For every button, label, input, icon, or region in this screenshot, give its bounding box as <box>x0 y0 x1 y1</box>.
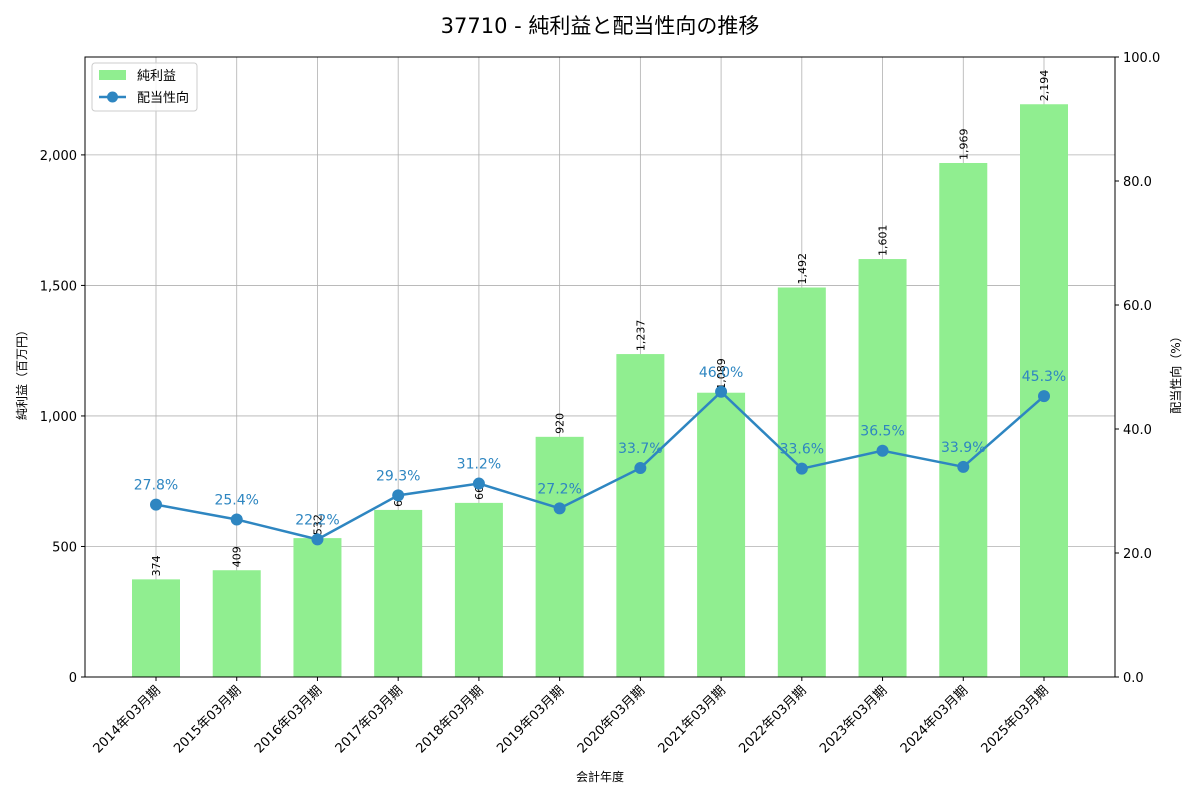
bar <box>212 570 261 677</box>
bar-value-label: 2,194 <box>1038 70 1051 102</box>
line-marker <box>634 462 647 475</box>
left-tick-label: 1,500 <box>40 279 77 294</box>
left-tick-label: 0 <box>69 671 77 686</box>
bar-value-label: 1,237 <box>634 320 647 352</box>
right-tick-label: 100.0 <box>1123 51 1160 66</box>
bar-value-label: 374 <box>150 555 163 576</box>
line-marker <box>150 498 162 511</box>
right-tick-label: 20.0 <box>1123 547 1152 562</box>
point-value-label: 27.2% <box>537 481 581 497</box>
bar-value-label: 66 <box>473 486 486 500</box>
line-marker <box>715 385 728 398</box>
x-tick-label: 2017年03月期 <box>333 683 406 756</box>
line-marker <box>472 477 485 490</box>
bar-value-label: 1,492 <box>796 253 809 285</box>
legend-bar-swatch <box>99 70 126 80</box>
bar <box>777 287 826 677</box>
line-marker <box>230 513 243 526</box>
bar <box>132 579 180 677</box>
point-value-label: 33.7% <box>618 441 662 457</box>
bar <box>454 502 503 677</box>
right-y-axis-label: 配当性向（%） <box>1168 330 1183 413</box>
point-value-label: 33.9% <box>941 440 985 456</box>
bar-value-label: 532 <box>311 514 324 535</box>
bar <box>858 259 907 677</box>
payout-ratio-line <box>155 390 1045 541</box>
point-value-label: 27.8% <box>134 478 178 494</box>
point-value-label: 22.2% <box>295 512 339 528</box>
line-marker <box>957 460 970 473</box>
legend-label-payout-ratio: 配当性向 <box>137 90 189 106</box>
left-y-axis-label: 純利益（百万円） <box>15 324 29 420</box>
line-point-labels: 27.8% 25.4% 22.2% 29.3% 31.2% 27.2% 33.7% 46.0%… <box>134 365 1066 529</box>
plot-frame <box>84 56 1116 678</box>
x-tick-label: 2023年03月期 <box>817 683 890 756</box>
point-value-label: 36.5% <box>860 424 904 440</box>
bar <box>293 538 342 677</box>
bar <box>697 392 746 677</box>
left-tick-label: 500 <box>52 540 77 555</box>
bar <box>374 509 423 677</box>
x-tick-label: 2019年03月期 <box>494 683 567 756</box>
line-marker <box>392 489 405 502</box>
x-tick-label: 2022年03月期 <box>736 683 809 756</box>
line-series-payout-ratio <box>150 385 1050 546</box>
left-tick-label: 2,000 <box>40 149 77 164</box>
x-tick-label: 2018年03月期 <box>413 683 486 756</box>
line-marker <box>311 533 324 546</box>
bar-value-label: 409 <box>231 546 244 567</box>
bar <box>616 354 665 677</box>
right-y-axis: 0.0 20.0 40.0 60.0 80.0 100.0 <box>1115 51 1160 686</box>
x-tick-label: 2024年03月期 <box>898 683 971 756</box>
point-value-label: 25.4% <box>214 493 258 509</box>
right-tick-label: 0.0 <box>1123 671 1144 686</box>
x-tick-label: 2014年03月期 <box>91 683 164 756</box>
legend-label-net-income: 純利益 <box>137 69 176 84</box>
point-value-label: 31.2% <box>457 457 501 473</box>
left-y-axis: 0 500 1,000 1,500 2,000 <box>40 149 85 686</box>
point-value-label: 45.3% <box>1022 369 1066 385</box>
x-tick-label: 2021年03月期 <box>656 683 729 756</box>
bar <box>535 436 584 677</box>
x-axis-label: 会計年度 <box>576 769 624 784</box>
bar-series-net-income <box>132 104 1068 677</box>
bar-value-labels: 37440953264669201,2371,0891,4921,6011,96… <box>150 70 1051 577</box>
line-marker <box>795 462 808 475</box>
bar-value-label: 1,969 <box>957 128 970 160</box>
bar-value-label: 920 <box>554 413 567 434</box>
line-marker <box>553 502 566 515</box>
point-value-label: 29.3% <box>376 468 420 484</box>
bar-value-label: 1,601 <box>877 225 890 257</box>
x-tick-label: 2015年03月期 <box>171 683 244 756</box>
line-marker <box>1038 390 1050 403</box>
chart-title: 37710 - 純利益と配当性向の推移 <box>441 14 760 38</box>
legend: 純利益 配当性向 <box>91 62 198 112</box>
x-tick-label: 2025年03月期 <box>979 683 1052 756</box>
left-tick-label: 1,000 <box>40 410 77 425</box>
x-tick-label: 2020年03月期 <box>575 683 648 756</box>
legend-marker-icon <box>107 91 118 103</box>
bar <box>939 162 988 677</box>
right-tick-label: 60.0 <box>1123 299 1152 314</box>
bar-value-label: 1,089 <box>715 358 728 390</box>
x-axis: 2014年03月期 2015年03月期 2016年03月期 2017年03月期 2018… <box>91 677 1052 757</box>
right-tick-label: 40.0 <box>1123 423 1152 438</box>
right-tick-label: 80.0 <box>1123 175 1152 190</box>
point-value-label: 33.6% <box>780 442 824 458</box>
point-value-label: 46.0% <box>699 365 743 381</box>
x-tick-label: 2016年03月期 <box>252 683 325 756</box>
line-marker <box>876 444 889 457</box>
